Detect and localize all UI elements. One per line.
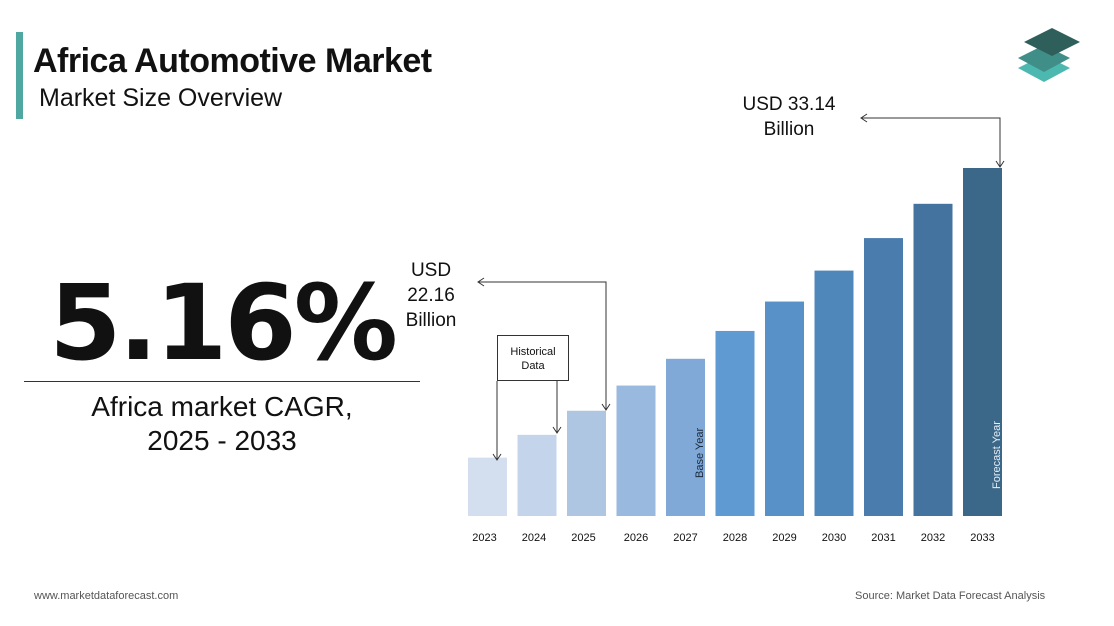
divider — [24, 381, 420, 382]
cagr-label: Africa market CAGR, 2025 - 2033 — [22, 390, 422, 458]
x-tick-label: 2028 — [722, 532, 748, 544]
historical-data-box: Historical Data — [497, 335, 569, 381]
ann-line: Billion — [405, 310, 457, 331]
x-tick-label: 2032 — [920, 532, 946, 544]
end-value-annotation: USD 33.14 Billion — [730, 92, 848, 142]
bar-2023 — [468, 457, 507, 516]
ann-line: Billion — [763, 119, 815, 140]
base-year-label: Base Year — [694, 427, 706, 478]
bar-2030 — [814, 270, 854, 516]
bar-2028 — [715, 330, 755, 516]
annotation-arrows — [477, 113, 1005, 461]
cagr-label-line1: Africa market CAGR, — [91, 391, 353, 422]
logo-icon — [1018, 28, 1080, 82]
start-value-annotation: USD 22.16 Billion — [396, 258, 466, 333]
bar-2032 — [913, 203, 953, 517]
x-tick-label: 2030 — [821, 532, 847, 544]
bar-2025 — [567, 410, 606, 516]
hist-line: Data — [521, 360, 545, 372]
bar-2027 — [666, 358, 705, 516]
x-tick-label: 2023 — [472, 532, 497, 544]
x-tick-label: 2024 — [521, 532, 547, 544]
x-tick-label: 2033 — [970, 532, 995, 544]
forecast-year-label: Forecast Year — [991, 421, 1003, 489]
ann-line: USD 33.14 — [742, 94, 836, 115]
accent-bar — [16, 32, 23, 119]
bar-2029 — [765, 301, 804, 516]
cagr-label-line2: 2025 - 2033 — [147, 425, 297, 456]
cagr-value: 5.16% — [49, 262, 398, 384]
x-tick-label: 2031 — [871, 532, 896, 544]
bar-2026 — [616, 385, 656, 516]
bar-2024 — [517, 434, 557, 516]
x-tick-label: 2027 — [673, 532, 698, 544]
x-tick-label: 2025 — [571, 532, 596, 544]
bar-2031 — [864, 238, 903, 516]
page-title: Africa Automotive Market — [33, 42, 432, 80]
website-link[interactable]: www.marketdataforecast.com — [34, 590, 179, 602]
ann-line: USD — [410, 260, 452, 281]
ann-line: 22.16 — [407, 285, 455, 306]
x-tick-label: 2029 — [772, 532, 797, 544]
source-note: Source: Market Data Forecast Analysis — [855, 590, 1046, 602]
hist-line: Historical — [510, 346, 556, 358]
x-tick-label: 2026 — [623, 532, 649, 544]
bar-2033 — [963, 168, 1002, 516]
page-subtitle: Market Size Overview — [39, 84, 283, 112]
